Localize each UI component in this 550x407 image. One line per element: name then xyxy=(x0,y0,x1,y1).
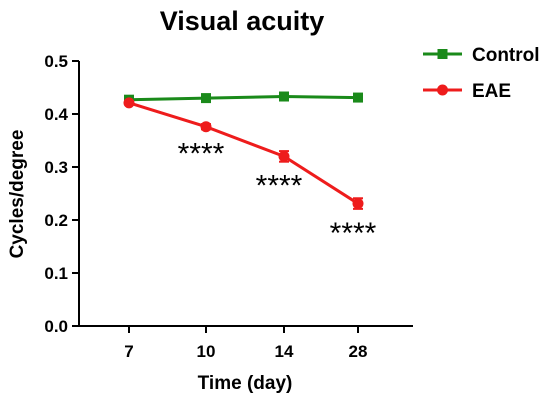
series-eae xyxy=(123,97,364,210)
chart-title: Visual acuity xyxy=(160,6,325,36)
y-ticks: 0.0 0.1 0.2 0.3 0.4 0.5 xyxy=(44,52,79,336)
x-tick-label: 7 xyxy=(124,342,133,361)
x-ticks: 7 10 14 28 xyxy=(124,326,367,361)
series-control xyxy=(124,91,363,105)
legend-label: EAE xyxy=(472,81,511,102)
legend-item-eae: EAE xyxy=(423,81,511,102)
x-tick-label: 14 xyxy=(275,342,294,361)
significance-annotation: **** xyxy=(178,137,225,170)
y-axis-label: Cycles/degree xyxy=(7,130,28,259)
series-line xyxy=(128,95,359,102)
y-tick-label: 0.5 xyxy=(44,52,68,71)
significance-annotation: **** xyxy=(256,170,303,203)
y-tick-label: 0.3 xyxy=(44,158,68,177)
y-tick-label: 0.2 xyxy=(44,211,68,230)
x-axis-label: Time (day) xyxy=(198,373,293,394)
legend-label: Control xyxy=(472,45,540,66)
series-line xyxy=(128,101,359,205)
data-point-square xyxy=(279,91,289,102)
series-layer xyxy=(123,91,364,210)
annotations: **** **** **** xyxy=(178,137,377,250)
legend-marker-square xyxy=(437,49,448,59)
data-point-square xyxy=(353,92,363,103)
data-point-circle xyxy=(123,97,135,109)
y-tick-label: 0.4 xyxy=(44,105,68,124)
legend: Control EAE xyxy=(423,45,540,102)
data-point-circle xyxy=(352,198,364,210)
data-point-square xyxy=(201,93,211,104)
x-tick-label: 10 xyxy=(197,342,216,361)
significance-annotation: **** xyxy=(330,217,377,250)
data-point-circle xyxy=(278,150,290,162)
y-tick-label: 0.1 xyxy=(44,264,68,283)
y-tick-label: 0.0 xyxy=(44,317,68,336)
legend-marker-circle xyxy=(437,84,448,96)
x-tick-label: 28 xyxy=(349,342,368,361)
data-point-circle xyxy=(200,121,212,133)
legend-item-control: Control xyxy=(423,45,540,66)
